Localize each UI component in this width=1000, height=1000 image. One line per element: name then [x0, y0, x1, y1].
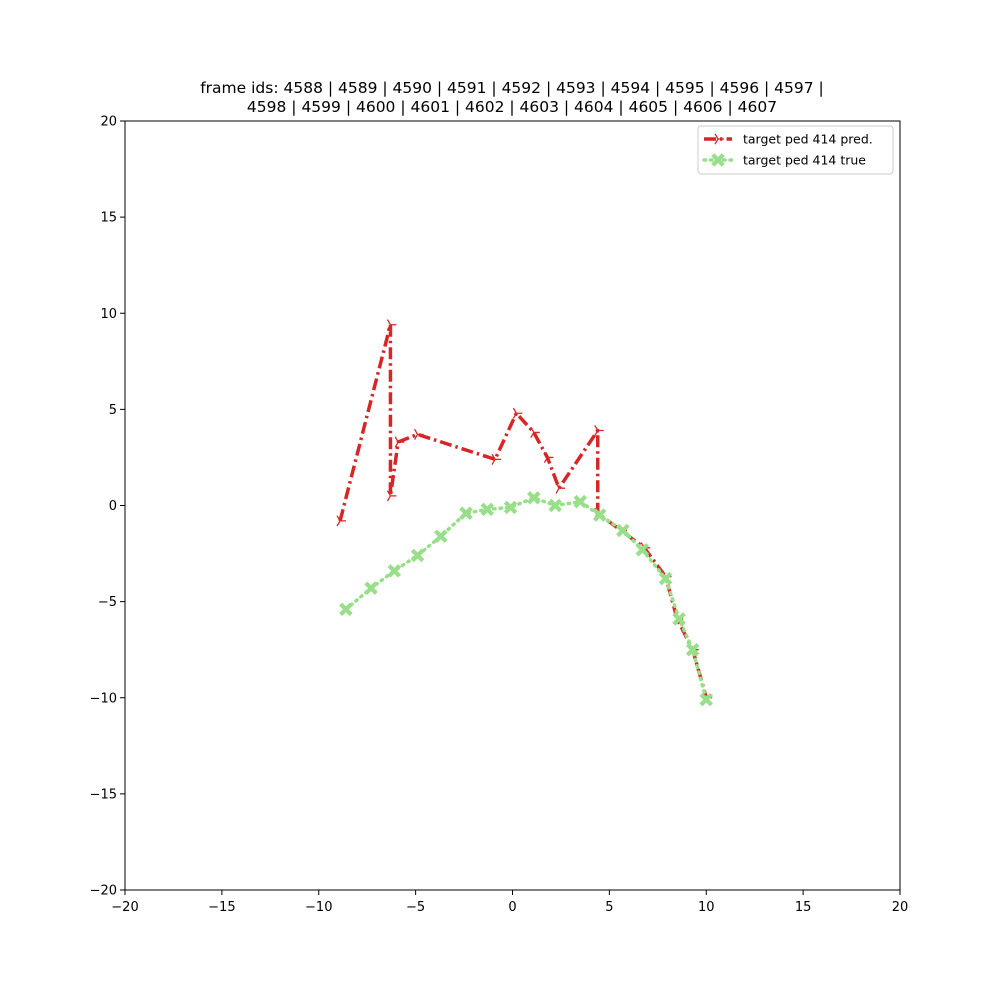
- data-point: [386, 319, 397, 331]
- data-point: [336, 515, 347, 527]
- data-point: [685, 642, 700, 657]
- y-tick-label: 0: [109, 499, 117, 514]
- data-point: [503, 500, 518, 515]
- y-axis: −20 −15 −10 −5 0 5 10 15 20: [90, 115, 125, 899]
- plot-series: [336, 319, 714, 707]
- legend-entry: target ped 414 true: [702, 153, 866, 168]
- series-pred: [336, 319, 713, 704]
- y-tick-label: −15: [90, 787, 117, 802]
- chart-title-line-2: 4598 | 4599 | 4600 | 4601 | 4602 | 4603 …: [247, 98, 777, 116]
- legend-label: target ped 414 true: [743, 153, 866, 168]
- y-tick-label: 20: [100, 115, 117, 130]
- data-point: [526, 490, 541, 505]
- data-point: [635, 542, 650, 557]
- data-point: [672, 612, 686, 626]
- data-point: [394, 436, 405, 448]
- legend-label: target ped 414 pred.: [743, 132, 873, 147]
- series-line: [338, 323, 708, 699]
- data-point: [386, 490, 397, 502]
- data-point: [573, 494, 588, 509]
- data-point: [491, 453, 502, 465]
- data-point: [480, 502, 495, 517]
- x-tick-label: 10: [698, 900, 715, 915]
- y-tick-label: 15: [100, 211, 117, 226]
- y-tick-label: −5: [98, 595, 117, 610]
- legend-box: [697, 125, 894, 175]
- x-axis: −20 −15 −10 −5 0 5 10 15 20: [111, 890, 908, 915]
- data-point: [699, 692, 714, 707]
- data-point: [459, 506, 473, 521]
- data-point: [433, 529, 448, 544]
- x-tick-label: 0: [508, 900, 516, 915]
- data-point: [339, 602, 353, 617]
- x-tick-label: −20: [111, 900, 138, 915]
- x-tick-label: −5: [406, 900, 425, 915]
- data-point: [548, 498, 562, 513]
- legend-marker: [711, 153, 725, 167]
- series-true: [339, 490, 714, 707]
- data-point: [658, 571, 673, 586]
- data-point: [512, 407, 523, 419]
- data-point: [387, 564, 402, 578]
- y-tick-label: 5: [109, 403, 117, 418]
- data-point: [364, 581, 378, 596]
- legend-marker: [714, 133, 724, 145]
- y-tick-label: −20: [90, 884, 117, 899]
- x-tick-label: 20: [892, 900, 909, 915]
- x-tick-label: 15: [795, 900, 812, 915]
- data-point: [543, 451, 554, 463]
- data-point: [410, 548, 425, 563]
- y-tick-label: −10: [90, 691, 117, 706]
- legend-entry: target ped 414 pred.: [704, 132, 873, 147]
- data-point: [592, 508, 607, 522]
- legend: target ped 414 pred. target ped 414 true: [697, 125, 894, 175]
- y-tick-label: 10: [100, 307, 117, 322]
- data-point: [413, 428, 424, 440]
- x-tick-label: 5: [605, 900, 613, 915]
- data-point: [530, 426, 540, 438]
- data-point: [555, 482, 565, 494]
- data-point: [616, 523, 630, 538]
- x-tick-label: −15: [208, 900, 235, 915]
- x-tick-label: −10: [305, 900, 332, 915]
- chart-title-line-1: frame ids: 4588 | 4589 | 4590 | 4591 | 4…: [200, 79, 824, 97]
- series-line: [344, 496, 708, 702]
- chart-title: frame ids: 4588 | 4589 | 4590 | 4591 | 4…: [200, 79, 824, 116]
- data-point: [594, 424, 604, 437]
